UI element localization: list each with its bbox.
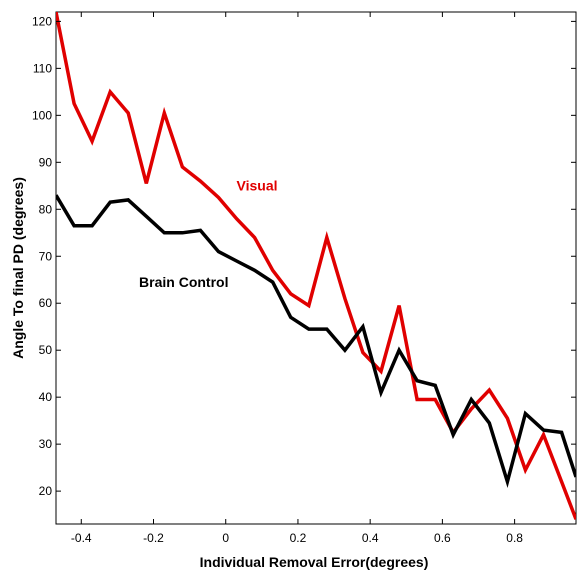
- plot-frame: [55, 11, 577, 525]
- tick-layer: -0.4 -0.2 0 0.2 0.4 0.6 0.8 20 30 40 50 60 70 80 90 100…: [32, 12, 576, 545]
- x-axis-label: Individual Removal Error(degrees): [200, 554, 429, 570]
- x-tick-label: -0.2: [143, 531, 164, 545]
- y-tick-label: 110: [33, 61, 52, 75]
- series-line-brain-control: [56, 194, 576, 489]
- series-line-visual: [56, 12, 576, 520]
- x-tick-label: 0: [222, 531, 229, 545]
- series-label-brain-control: Brain Control: [139, 274, 228, 290]
- y-tick-label: 60: [39, 296, 53, 310]
- y-tick-label: 90: [39, 155, 53, 169]
- series-layer: [56, 12, 576, 520]
- y-tick-label: 70: [39, 249, 53, 263]
- x-tick-label: 0.4: [362, 531, 379, 545]
- plot-area: [55, 11, 577, 525]
- y-tick-label: 50: [39, 343, 53, 357]
- x-tick-label: 0.6: [434, 531, 451, 545]
- y-tick-label: 30: [39, 437, 53, 451]
- x-tick-label: 0.8: [506, 531, 523, 545]
- y-tick-label: 20: [39, 484, 53, 498]
- y-tick-label: 120: [32, 14, 52, 28]
- annotation-layer: Visual Brain Control: [139, 177, 277, 289]
- y-tick-label: 40: [39, 390, 53, 404]
- y-axis-label: Angle To final PD (degrees): [10, 177, 26, 359]
- y-tick-label: 80: [39, 202, 53, 216]
- y-tick-label: 100: [32, 108, 52, 122]
- x-tick-label: -0.4: [71, 531, 92, 545]
- series-label-visual: Visual: [237, 177, 278, 193]
- x-tick-label: 0.2: [290, 531, 307, 545]
